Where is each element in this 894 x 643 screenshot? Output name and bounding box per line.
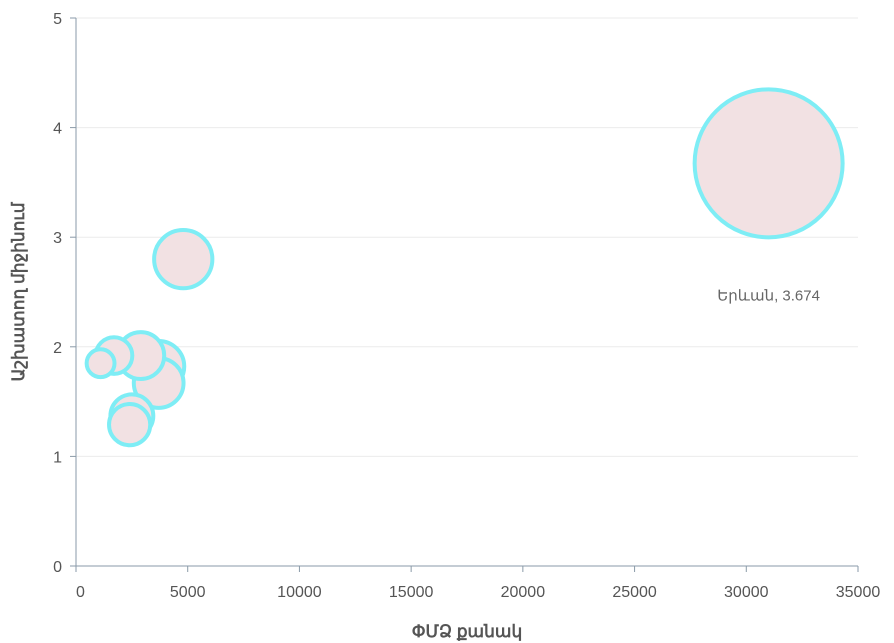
bubble-0 bbox=[692, 87, 845, 240]
x-tick-label-5: 25000 bbox=[612, 584, 657, 601]
x-tick-label-2: 10000 bbox=[277, 584, 322, 601]
x-tick-label-7: 35000 bbox=[836, 584, 881, 601]
y-tick-label-3: 3 bbox=[53, 230, 62, 247]
y-axis-title: Աշխատող միջինում bbox=[9, 201, 28, 381]
x-axis-title: ՓՄՁ քանակ bbox=[412, 622, 522, 641]
axes bbox=[75, 18, 858, 567]
bubble-8 bbox=[84, 347, 117, 380]
y-tick-label-2: 2 bbox=[53, 340, 62, 357]
bubble-data-label: Երևան, 3.674 bbox=[717, 287, 820, 304]
x-tick-label-6: 30000 bbox=[724, 584, 769, 601]
y-tick-label-0: 0 bbox=[53, 559, 62, 576]
bubble-6 bbox=[107, 402, 153, 448]
y-tick-label-4: 4 bbox=[53, 121, 62, 138]
y-tick-label-1: 1 bbox=[53, 449, 62, 466]
tick-labels: 0 1 2 3 4 5 0 5000 10000 15000 20000 25000 30000 3500… bbox=[53, 11, 880, 601]
x-tick-label-1: 5000 bbox=[170, 584, 206, 601]
x-tick-label-3: 15000 bbox=[389, 584, 434, 601]
data-labels: Երևան, 3.674 bbox=[717, 287, 820, 304]
y-tick-label-5: 5 bbox=[53, 11, 62, 28]
x-tick-label-4: 20000 bbox=[501, 584, 546, 601]
bubble-1 bbox=[152, 228, 215, 291]
x-tick-label-0: 0 bbox=[76, 584, 85, 601]
bubbles bbox=[84, 87, 845, 448]
